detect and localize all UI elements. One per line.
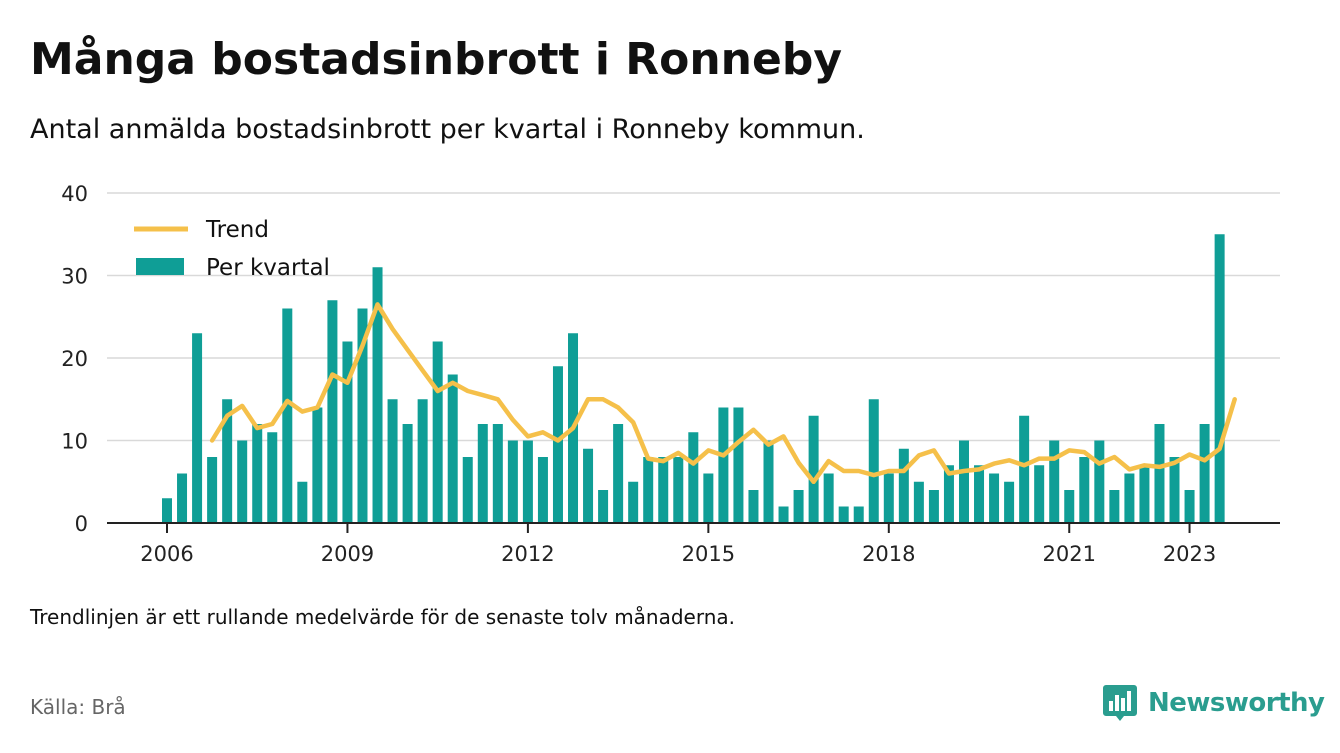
brand-name: Newsworthy [1148, 688, 1325, 718]
legend-label-bars: Per kvartal [206, 255, 330, 281]
bar-50 [913, 481, 924, 523]
bar-51 [928, 490, 939, 523]
bar-40 [763, 440, 774, 523]
y-tick-label-40: 40 [61, 182, 88, 206]
bar-55 [989, 473, 1000, 523]
y-tick-label-0: 0 [75, 512, 88, 536]
bar-61 [1079, 457, 1090, 523]
bar-22 [492, 424, 503, 523]
bar-47 [868, 399, 879, 523]
bar-36 [703, 473, 714, 523]
bar-33 [658, 457, 669, 523]
bar-12 [342, 341, 353, 523]
bar-52 [943, 465, 954, 523]
bar-60 [1064, 490, 1075, 523]
bar-21 [477, 424, 488, 523]
legend: Trend Per kvartal [134, 217, 330, 281]
bar-44 [823, 473, 834, 523]
legend-label-trend: Trend [205, 217, 269, 243]
bar-42 [793, 490, 804, 523]
bar-39 [748, 490, 759, 523]
bar-9 [297, 481, 308, 523]
bar-20 [462, 457, 473, 523]
footnote: Trendlinjen är ett rullande medelvärde f… [30, 605, 736, 629]
bar-48 [883, 473, 894, 523]
trend-line [209, 302, 1237, 485]
source-label: Källa: Brå [30, 695, 126, 719]
y-tick-label-20: 20 [61, 347, 88, 371]
y-tick-label-30: 30 [61, 265, 88, 289]
bar-19 [447, 374, 458, 523]
bar-17 [417, 399, 428, 523]
bar-34 [673, 457, 684, 523]
bar-59 [1049, 440, 1060, 523]
newsworthy-logo-icon [1103, 685, 1137, 721]
brand-logo: Newsworthy [1102, 683, 1325, 723]
bar-38 [733, 407, 744, 523]
bar-26 [552, 366, 563, 523]
bar-30 [613, 424, 624, 523]
bar-41 [778, 506, 789, 523]
bar-46 [853, 506, 864, 523]
bar-45 [838, 506, 849, 523]
bar-28 [583, 448, 594, 523]
bar-8 [282, 308, 293, 523]
bar-4 [222, 399, 233, 523]
bar-35 [688, 432, 699, 523]
bar-69 [1199, 424, 1210, 523]
bar-65 [1139, 465, 1150, 523]
x-tick-label-2018: 2018 [862, 542, 915, 566]
chart: 0 10 20 30 40 2006 2009 2012 2015 2018 2021 2023 T… [61, 182, 1280, 566]
bar-56 [1004, 481, 1015, 523]
bar-32 [643, 457, 654, 523]
bar-13 [357, 308, 368, 523]
bar-43 [808, 415, 819, 523]
bar-53 [958, 440, 969, 523]
x-tick-label-2021: 2021 [1043, 542, 1096, 566]
x-tick-label-2012: 2012 [501, 542, 554, 566]
bar-66 [1154, 424, 1165, 523]
bar-24 [522, 440, 533, 523]
bar-5 [237, 440, 248, 523]
x-tick-label-2023: 2023 [1163, 542, 1216, 566]
bar-14 [372, 267, 383, 523]
page-title: Många bostadsinbrott i Ronneby [30, 34, 843, 85]
bar-62 [1094, 440, 1105, 523]
bar-0 [162, 498, 172, 523]
bar-67 [1169, 457, 1180, 523]
bar-7 [267, 432, 278, 523]
bar-1 [177, 473, 188, 523]
bar-2 [192, 333, 203, 523]
legend-swatch-bars [136, 258, 184, 275]
x-tick-label-2015: 2015 [682, 542, 735, 566]
bar-58 [1034, 465, 1045, 523]
bar-31 [628, 481, 639, 523]
bar-54 [974, 465, 985, 523]
bar-16 [402, 424, 413, 523]
bar-series [162, 234, 1225, 523]
bar-68 [1184, 490, 1195, 523]
y-tick-label-10: 10 [61, 430, 88, 454]
bar-29 [598, 490, 609, 523]
x-tick-label-2009: 2009 [321, 542, 374, 566]
bar-63 [1109, 490, 1120, 523]
x-tick-label-2006: 2006 [140, 542, 193, 566]
bar-23 [507, 440, 518, 523]
bar-37 [718, 407, 729, 523]
bar-3 [207, 457, 218, 523]
bar-10 [312, 407, 323, 523]
bar-70 [1214, 234, 1225, 523]
bar-6 [252, 424, 263, 523]
bar-18 [432, 341, 443, 523]
y-axis: 0 10 20 30 40 [61, 182, 88, 536]
bar-64 [1124, 473, 1135, 523]
x-axis: 2006 2009 2012 2015 2018 2021 2023 [140, 523, 1216, 566]
bar-11 [327, 300, 338, 523]
page-subtitle: Antal anmälda bostadsinbrott per kvartal… [30, 114, 865, 145]
bar-57 [1019, 415, 1030, 523]
bar-25 [537, 457, 548, 523]
bar-15 [387, 399, 398, 523]
bar-49 [898, 448, 909, 523]
